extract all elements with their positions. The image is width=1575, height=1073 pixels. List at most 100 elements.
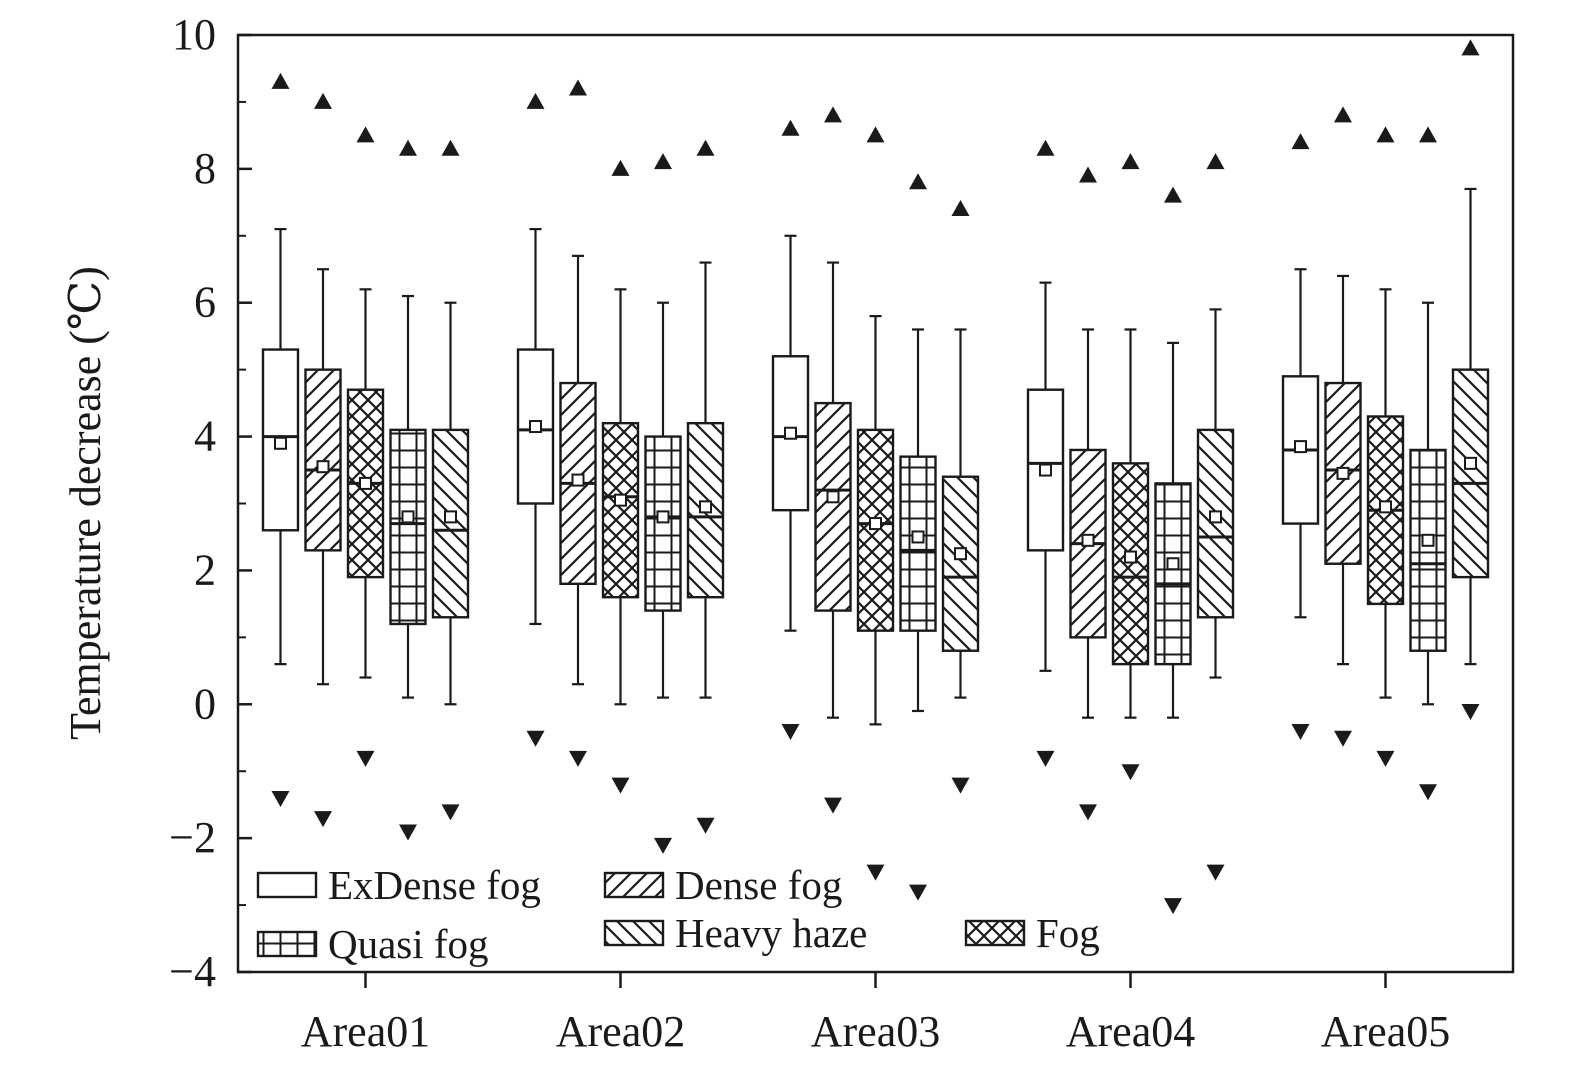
y-tick-label: 6 [194, 278, 216, 327]
x-tick-label: Area05 [1321, 1007, 1451, 1056]
box [856, 126, 895, 881]
box-group-area05 [1281, 39, 1490, 801]
box-iqr [431, 428, 470, 619]
box-iqr [1196, 428, 1235, 619]
outlier-high-marker [526, 92, 545, 109]
legend-item: Heavy haze [603, 910, 867, 956]
outlier-low-marker [1121, 764, 1140, 781]
mean-marker [656, 510, 670, 524]
box-group-area02 [516, 79, 725, 854]
legend-swatch [603, 871, 665, 899]
outlier-low-marker [1291, 724, 1310, 741]
outlier-high-marker [1419, 126, 1437, 143]
mean-marker [784, 426, 797, 440]
outlier-low-marker [1079, 804, 1097, 821]
mean-marker [954, 547, 967, 561]
outlier-high-marker [271, 72, 290, 89]
y-tick-label: 2 [194, 545, 216, 594]
outlier-high-marker [781, 119, 800, 136]
outlier-low-marker [611, 777, 630, 794]
box [1026, 139, 1065, 767]
x-axis: Area01 Area02 Area03 Area04 Area05 [301, 972, 1451, 1056]
legend-swatch [256, 871, 318, 899]
box [1366, 126, 1405, 767]
outlier-low-marker [314, 811, 332, 828]
box-group-area01 [261, 72, 470, 841]
outlier-low-marker [441, 804, 460, 821]
box [1281, 133, 1320, 741]
mean-marker [444, 510, 457, 524]
box-iqr [1409, 448, 1447, 652]
outlier-low-marker [399, 824, 417, 841]
box-iqr [856, 428, 895, 632]
mean-marker [401, 510, 415, 524]
mean-marker [1081, 533, 1095, 547]
legend-label: Heavy haze [675, 910, 867, 956]
box [771, 119, 810, 741]
box [559, 79, 597, 767]
y-tick-label: 4 [194, 412, 216, 461]
legend: ExDense fog Dense fog Quasi fog Heavy haze F… [256, 862, 1100, 967]
box-series [261, 39, 1490, 915]
box [814, 106, 852, 814]
outlier-high-marker [314, 92, 332, 109]
box-iqr [304, 368, 342, 552]
mean-marker [571, 473, 585, 487]
box [644, 153, 682, 854]
outlier-high-marker [696, 139, 715, 156]
box [1111, 153, 1150, 781]
outlier-high-marker [611, 159, 630, 176]
mean-marker [1336, 466, 1350, 480]
mean-marker [1039, 463, 1052, 477]
y-axis: −4 −2 0 2 4 6 8 10 [169, 10, 252, 996]
mean-marker [1294, 440, 1307, 454]
box [686, 139, 725, 834]
box-iqr [389, 428, 427, 626]
outlier-low-marker [696, 817, 715, 834]
outlier-low-marker [824, 797, 842, 814]
y-axis-label: Temperature decrease (℃) [61, 266, 110, 740]
box [941, 200, 980, 794]
outlier-low-marker [781, 724, 800, 741]
box-iqr [1154, 482, 1192, 666]
y-tick-label: −2 [169, 813, 216, 862]
box-iqr [899, 455, 937, 632]
mean-marker [1209, 510, 1222, 524]
legend-label: Fog [1036, 910, 1100, 956]
mean-marker [1166, 557, 1180, 571]
outlier-high-marker [654, 153, 672, 170]
mean-marker [699, 500, 712, 514]
outlier-high-marker [1164, 186, 1182, 203]
box [1451, 39, 1490, 720]
mean-marker [529, 420, 542, 434]
outlier-low-marker [356, 750, 375, 767]
mean-marker [911, 530, 925, 544]
mean-marker [1379, 500, 1392, 514]
outlier-high-marker [1334, 106, 1352, 123]
outlier-low-marker [271, 790, 290, 807]
box [1324, 106, 1362, 747]
mean-marker [359, 476, 372, 490]
box [516, 92, 555, 747]
outlier-high-marker [399, 139, 417, 156]
mean-marker [614, 493, 627, 507]
box-iqr [1451, 368, 1490, 579]
mean-marker [826, 490, 840, 504]
x-tick-label: Area02 [556, 1007, 686, 1056]
outlier-high-marker [569, 79, 587, 96]
box [601, 159, 640, 794]
outlier-high-marker [1121, 153, 1140, 170]
box [1154, 186, 1192, 915]
outlier-high-marker [1376, 126, 1395, 143]
x-tick-label: Area03 [811, 1007, 941, 1056]
outlier-high-marker [909, 173, 927, 190]
box [389, 139, 427, 841]
mean-marker [869, 517, 882, 531]
x-tick-label: Area04 [1066, 1007, 1196, 1056]
box-iqr [814, 401, 852, 612]
legend-item: Fog [964, 910, 1100, 956]
legend-swatch [603, 919, 665, 947]
legend-label: ExDense fog [328, 862, 541, 908]
outlier-low-marker [951, 777, 970, 794]
